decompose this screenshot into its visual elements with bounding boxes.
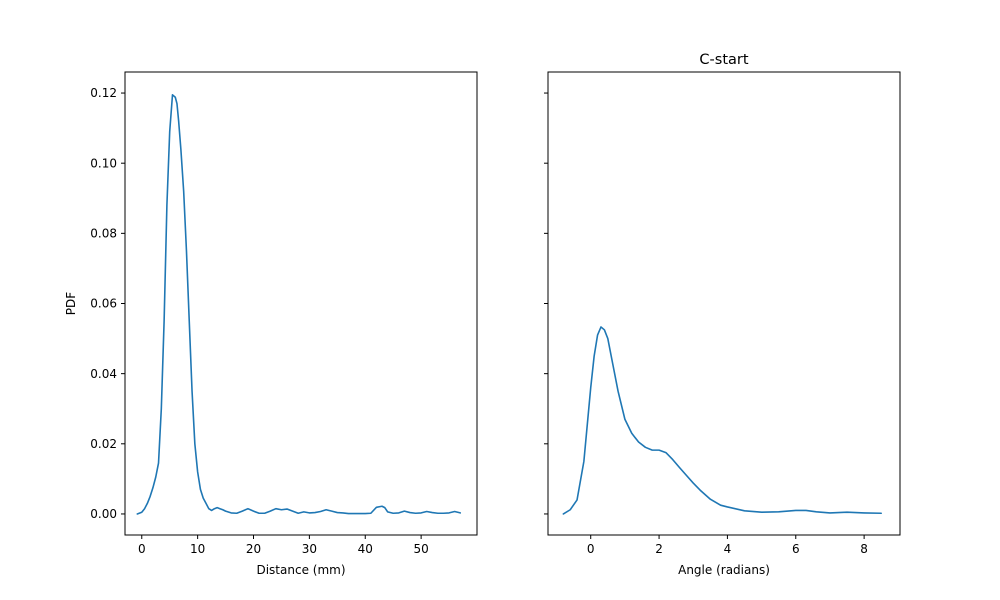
distance-pdf-line [136,94,462,515]
distance-x-tick-label: 10 [190,542,205,556]
distance-axes-frame [124,71,478,536]
distance-x-tick-label: 50 [413,542,428,556]
distance-y-axis-label: PDF [64,292,78,315]
angle-pdf-panel: 0 2 4 6 8 Angle (radians) C-start [544,52,901,577]
distance-y-tick-label: 0.02 [90,437,117,451]
distance-y-tick-label: 0.12 [90,86,117,100]
angle-x-tick-label: 6 [792,542,800,556]
distance-x-tick-label: 30 [302,542,317,556]
distance-y-tick-label: 0.08 [90,227,117,241]
distance-x-tick-label: 40 [358,542,373,556]
angle-x-axis-label: Angle (radians) [678,563,770,577]
angle-axes-frame [547,71,901,536]
angle-x-tick-label: 0 [587,542,595,556]
angle-pdf-line [562,326,882,515]
distance-y-tick-label: 0.04 [90,367,117,381]
angle-x-tick-label: 8 [860,542,868,556]
distance-x-axis-label: Distance (mm) [256,563,345,577]
angle-x-tick-label: 2 [655,542,663,556]
angle-x-tick-label: 4 [724,542,732,556]
distance-y-tick-label: 0.06 [90,297,117,311]
distance-x-tick-label: 0 [138,542,146,556]
distance-y-tick-label: 0.00 [90,507,117,521]
distance-pdf-panel: 0 10 20 30 40 50 0.00 0.02 0.04 0.06 0.08 0.10 0.12 D… [64,71,478,577]
distance-x-tick-label: 20 [246,542,261,556]
distance-y-tick-label: 0.10 [90,156,117,170]
angle-chart-title: C-start [699,52,748,68]
